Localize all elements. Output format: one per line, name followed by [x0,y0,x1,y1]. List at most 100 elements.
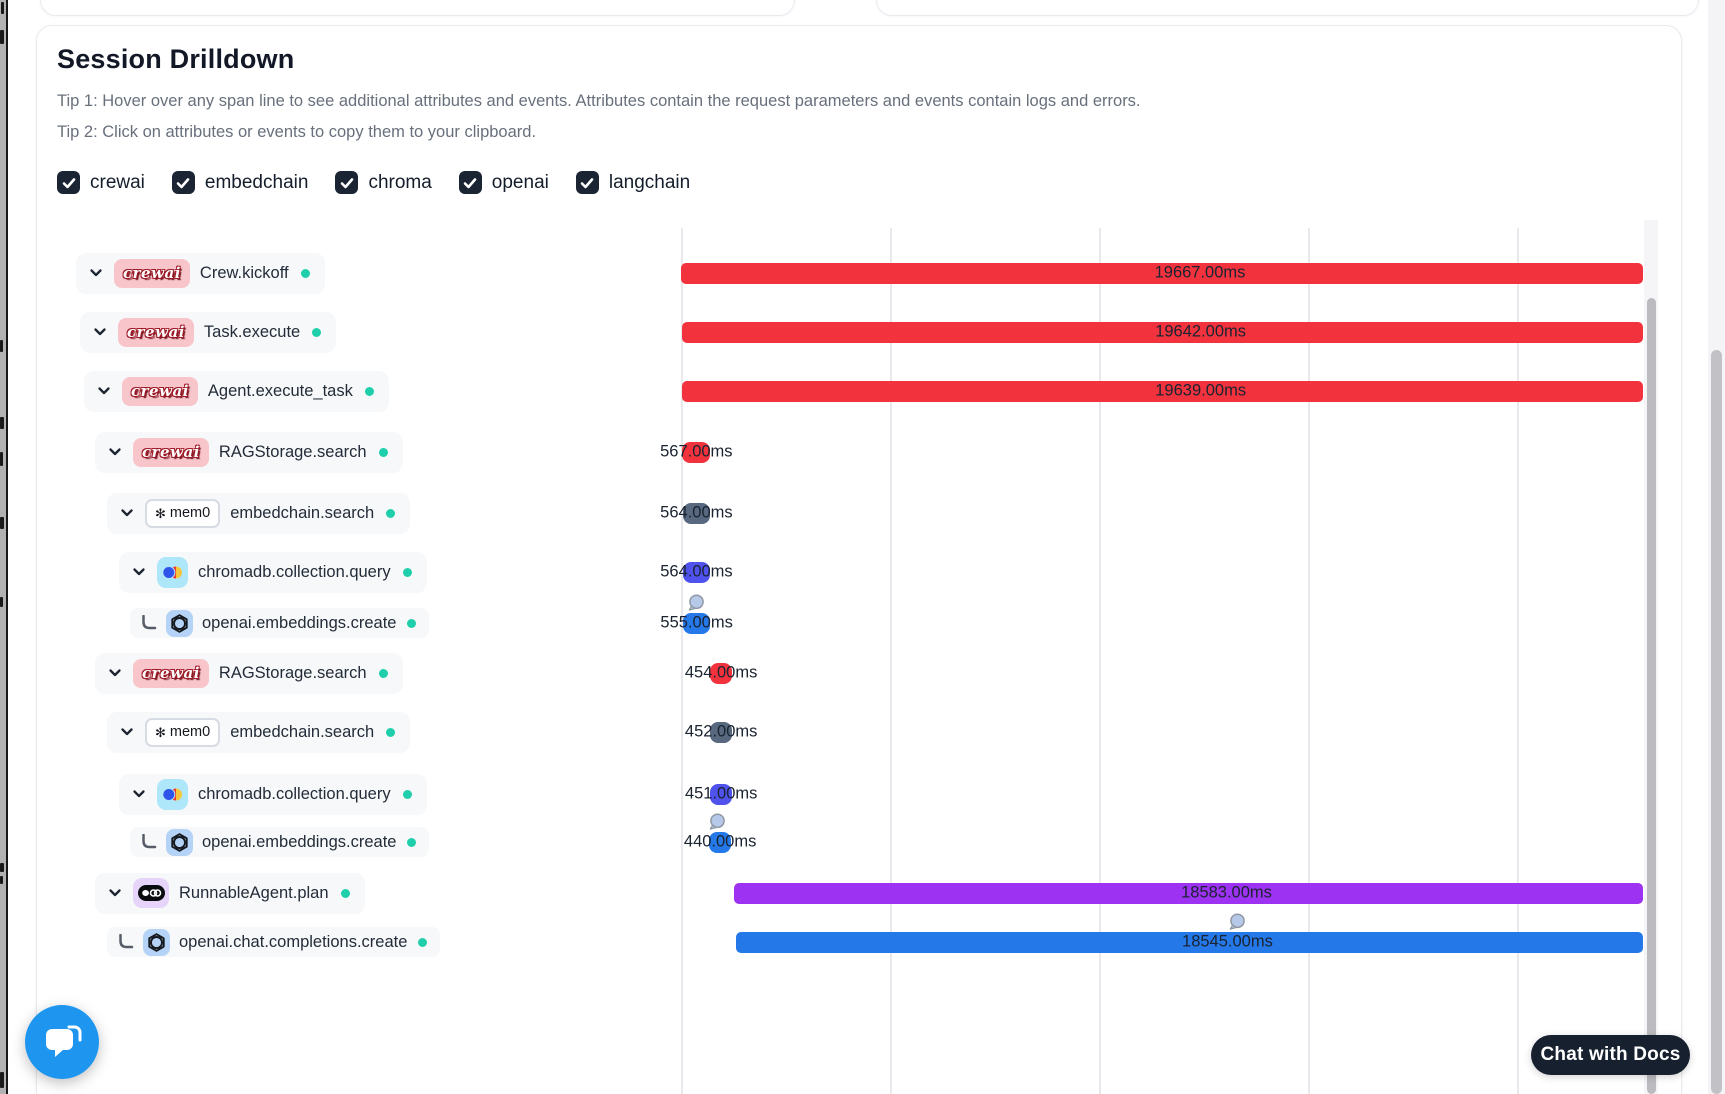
crewai-logo-badge: crewai [122,376,198,406]
page-title: Session Drilldown [57,44,295,74]
span-duration-label: 440.00ms [683,832,757,851]
status-dot [402,789,412,799]
checkbox-checked-icon[interactable] [335,171,359,194]
crewai-logo-badge: crewai [133,658,209,688]
clipped-text-fragment [0,417,4,429]
top-card-right [876,0,1699,16]
tree-connector-icon [142,615,157,630]
status-dot [418,937,428,947]
clipped-text-fragment [0,1072,4,1088]
tree-row-embedchain.search[interactable]: ✻ mem0 embedchain.search [107,492,411,534]
crewai-logo-badge: crewai [118,317,194,347]
filter-checkbox-chroma[interactable]: chroma [335,171,432,194]
top-card-left [40,0,795,16]
chevron-down-icon[interactable] [119,505,135,521]
tree-row-chromadb.collection.query[interactable]: chromadb.collection.query [119,551,427,593]
tree-row-openai.embeddings.create[interactable]: openai.embeddings.create [130,827,430,857]
tree-row-embedchain.search[interactable]: ✻ mem0 embedchain.search [107,711,411,753]
span-duration-label: 555.00ms [660,613,733,632]
span-duration-label: 451.00ms [684,784,758,803]
chevron-down-icon[interactable] [92,324,108,340]
chevron-down-icon[interactable] [119,724,135,740]
filter-label: chroma [368,171,432,193]
span-bar-openai.chat.completions.create[interactable] [735,931,1643,953]
span-duration-label: 564.00ms [660,503,733,522]
mem0-gear-icon: ✻ [155,724,166,740]
chevron-down-icon[interactable] [107,885,123,901]
library-filter-row: crewai embedchain chroma openai langchain [57,171,690,194]
span-bar-openai.embeddings.create[interactable] [709,831,731,853]
status-dot [386,727,396,737]
checkbox-checked-icon[interactable] [458,171,482,194]
tree-row-openai.embeddings.create[interactable]: openai.embeddings.create [130,608,430,638]
chat-launcher-button[interactable] [25,1005,99,1079]
span-name-label: embedchain.search [230,503,375,522]
status-dot [402,567,412,577]
clipped-left-edge [0,0,6,1094]
tree-row-RunnableAgent.plan[interactable]: RunnableAgent.plan [95,872,365,914]
status-dot [340,888,350,898]
chat-bubbles-icon [41,1023,83,1061]
span-duration-label: 567.00ms [660,442,733,461]
span-bar-RAGStorage.search[interactable] [682,441,711,463]
tree-row-Agent.execute_task[interactable]: crewai Agent.execute_task [84,370,389,412]
chart-scrollbar-thumb[interactable] [1646,298,1656,1094]
page-scrollbar-thumb[interactable] [1711,350,1722,1094]
span-duration-label: 18583.00ms [1181,883,1272,902]
event-bubble-icon[interactable] [1227,912,1247,937]
filter-checkbox-embedchain[interactable]: embedchain [171,171,308,194]
tree-row-openai.chat.completions.create[interactable]: openai.chat.completions.create [107,927,441,957]
chevron-down-icon[interactable] [107,444,123,460]
tree-row-Crew.kickoff[interactable]: crewai Crew.kickoff [76,252,325,294]
span-name-label: Agent.execute_task [207,381,353,400]
status-dot [407,837,417,847]
span-bar-chromadb.collection.query[interactable] [682,561,711,583]
event-bubble-icon[interactable] [707,812,727,837]
span-duration-label: 18545.00ms [1182,932,1273,951]
span-duration-label: 19667.00ms [1154,263,1246,282]
tree-row-RAGStorage.search[interactable]: crewai RAGStorage.search [95,652,403,694]
tree-row-RAGStorage.search[interactable]: crewai RAGStorage.search [95,431,403,473]
openai-icon [143,928,170,956]
span-bar-chromadb.collection.query[interactable] [710,783,733,805]
chevron-down-icon[interactable] [88,265,104,281]
checkbox-checked-icon[interactable] [57,171,80,194]
chevron-down-icon[interactable] [131,786,147,802]
span-bar-Agent.execute_task[interactable] [682,380,1643,402]
span-bar-Task.execute[interactable] [682,321,1643,343]
span-bar-Crew.kickoff[interactable] [681,262,1643,284]
span-bar-RunnableAgent.plan[interactable] [734,882,1643,904]
crewai-logo-badge: crewai [114,258,190,288]
span-bar-embedchain.search[interactable] [710,721,733,743]
span-name-label: openai.embeddings.create [202,613,397,632]
span-name-label: openai.chat.completions.create [179,932,408,951]
timeline-gridline [681,228,683,1094]
checkbox-checked-icon[interactable] [171,171,195,194]
filter-label: crewai [90,171,145,193]
chevron-down-icon[interactable] [107,665,123,681]
filter-checkbox-openai[interactable]: openai [458,171,549,194]
clipped-text-fragment [1,2,4,14]
timeline-gridline [890,228,892,1094]
filter-checkbox-langchain[interactable]: langchain [575,171,690,194]
langchain-icon [133,878,169,908]
chevron-down-icon[interactable] [96,383,112,399]
clipped-left-edge-divider [5,0,8,1094]
filter-checkbox-crewai[interactable]: crewai [57,171,145,194]
span-bar-openai.embeddings.create[interactable] [683,612,711,634]
chevron-down-icon[interactable] [131,564,147,580]
span-duration-label: 19642.00ms [1155,322,1247,341]
span-bar-embedchain.search[interactable] [682,502,711,524]
tree-row-Task.execute[interactable]: crewai Task.execute [80,311,337,353]
span-bar-RAGStorage.search[interactable] [710,662,733,684]
span-duration-label: 564.00ms [660,562,733,581]
mem0-logo-badge: ✻ mem0 [145,717,221,747]
checkbox-checked-icon[interactable] [575,171,599,194]
status-dot [386,508,396,518]
span-duration-label: 19639.00ms [1155,381,1247,400]
span-duration-label: 454.00ms [684,663,758,682]
chat-with-docs-button[interactable]: Chat with Docs [1531,1035,1690,1075]
clipped-text-fragment [0,340,3,352]
tree-row-chromadb.collection.query[interactable]: chromadb.collection.query [119,773,427,815]
event-bubble-icon[interactable] [686,593,706,618]
